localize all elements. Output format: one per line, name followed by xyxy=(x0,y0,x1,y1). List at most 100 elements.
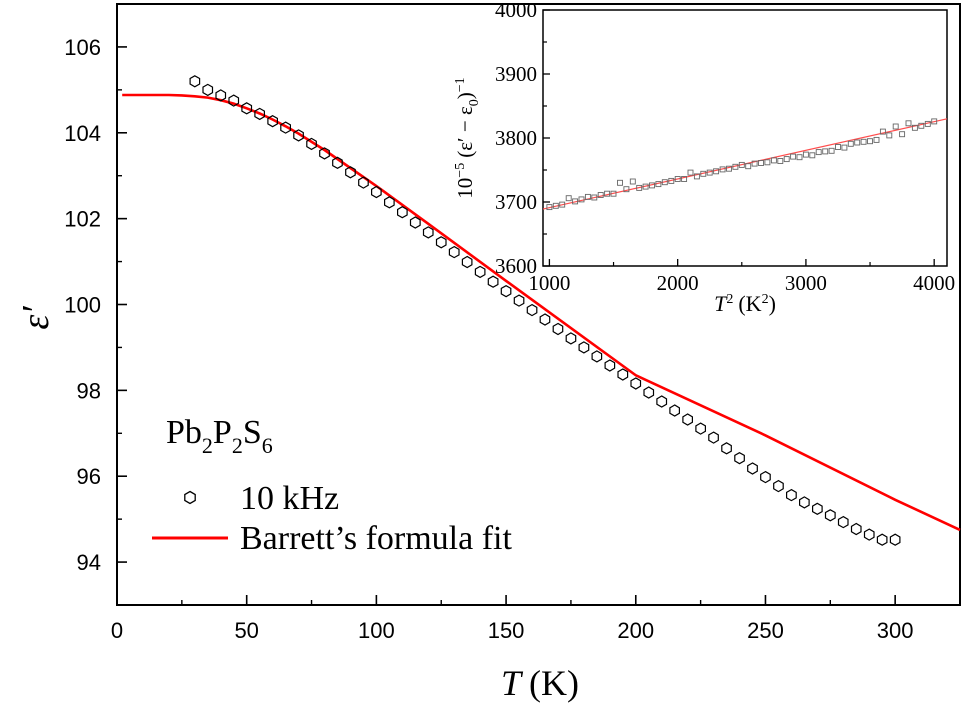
compound-annotation: Pb2P2S6 xyxy=(166,414,273,458)
inset-y-tick-label: 3900 xyxy=(495,62,537,86)
data-point xyxy=(384,196,395,209)
inset-x-axis-label: T2 (K2) xyxy=(714,291,776,316)
data-point xyxy=(254,107,265,121)
data-point xyxy=(773,479,784,493)
main-plot: 0 50 100 150 200 250 300 94 96 98 100 102 104 106 xyxy=(64,3,961,643)
inset-data-point xyxy=(770,157,777,164)
data-point xyxy=(241,102,253,115)
data-point xyxy=(435,236,447,249)
data-point xyxy=(306,137,317,151)
y-tick-label: 98 xyxy=(77,378,101,403)
inset-data-point xyxy=(584,193,591,200)
main-series xyxy=(122,75,961,546)
inset-data-point xyxy=(636,184,643,191)
data-point xyxy=(500,285,512,298)
data-point xyxy=(863,528,875,541)
data-point xyxy=(565,332,577,345)
data-point xyxy=(332,156,343,169)
inset-data-point xyxy=(674,176,681,182)
inset-data-point xyxy=(867,138,873,145)
x-tick-label: 250 xyxy=(747,618,784,643)
inset-data-point xyxy=(552,202,559,209)
inset-y-tick-label: 3800 xyxy=(495,126,537,150)
data-point xyxy=(708,431,719,444)
data-point xyxy=(889,533,901,546)
inset-data-point xyxy=(777,158,784,164)
inset-y-axis-label: 10−5(ε′ − ε0)−1 xyxy=(453,77,482,198)
inset-data-point xyxy=(649,182,655,189)
y-tick-label: 94 xyxy=(77,550,101,575)
data-point xyxy=(513,294,525,307)
data-point xyxy=(734,452,745,465)
inset-data-point xyxy=(847,140,854,147)
inset-data-point xyxy=(835,144,841,150)
inset-data-point xyxy=(629,178,636,185)
inset-plot: 1000 2000 3000 4000 3600 3700 3800 3900 4000 xyxy=(495,0,955,295)
data-point xyxy=(785,488,797,502)
inset-x-tick-label: 3000 xyxy=(785,271,827,295)
data-point xyxy=(824,509,836,522)
inset-data-point xyxy=(610,190,617,197)
data-point xyxy=(345,166,356,179)
y-tick-label: 104 xyxy=(64,121,101,146)
data-point xyxy=(280,121,291,134)
inset-y-tick-label: 3600 xyxy=(495,254,537,278)
data-point xyxy=(669,404,681,417)
inset-data-point xyxy=(879,128,886,135)
data-point xyxy=(591,350,603,363)
inset-data-point xyxy=(918,122,925,129)
inset-data-point xyxy=(931,118,938,125)
data-point xyxy=(617,368,629,381)
y-tick-label: 106 xyxy=(64,35,101,60)
data-point xyxy=(228,94,240,107)
inset-data-point xyxy=(745,163,752,170)
data-point xyxy=(604,359,616,372)
inset-data-point xyxy=(886,132,893,139)
inset-y-tick-label: 4000 xyxy=(495,0,537,22)
y-tick-label: 100 xyxy=(64,293,101,318)
inset-data-point xyxy=(815,149,822,156)
inset-data-point xyxy=(604,190,611,197)
y-tick-label: 96 xyxy=(77,464,101,489)
inset-data-point xyxy=(796,154,803,161)
x-tick-label: 0 xyxy=(111,618,123,643)
data-point xyxy=(397,206,408,219)
inset-data-point xyxy=(905,120,912,127)
data-point xyxy=(474,265,486,279)
inset-plot-background xyxy=(542,9,948,267)
data-point xyxy=(695,422,707,435)
legend: 10 kHz Barrett’s formula fit xyxy=(152,480,512,557)
inset-data-point xyxy=(738,161,745,168)
x-tick-label: 50 xyxy=(234,618,258,643)
data-point xyxy=(837,515,849,529)
inset-data-point xyxy=(623,186,630,193)
inset-data-point xyxy=(681,176,688,182)
data-point xyxy=(760,470,771,484)
inset-data-point xyxy=(783,156,790,163)
inset-data-point xyxy=(559,201,566,208)
fit-line xyxy=(122,93,961,532)
data-point xyxy=(371,185,382,199)
inset-data-point xyxy=(860,138,867,145)
data-point xyxy=(682,413,694,426)
inset-data-point xyxy=(591,194,598,201)
legend-marker-hexagon xyxy=(184,490,196,505)
data-point xyxy=(578,341,590,354)
data-point xyxy=(643,386,655,399)
inset-x-tick-label: 2000 xyxy=(657,271,699,295)
inset-data-point xyxy=(899,131,906,138)
legend-label-fit: Barrett’s formula fit xyxy=(240,520,512,557)
data-point xyxy=(539,313,551,326)
data-point xyxy=(656,395,668,408)
inset-data-point xyxy=(668,177,675,184)
data-point xyxy=(461,255,473,269)
data-point xyxy=(630,377,642,390)
inset-data-point xyxy=(719,166,726,173)
main-axis-ticks: 0 50 100 150 200 250 300 94 96 98 100 102 104 106 xyxy=(64,3,914,643)
inset-data-point xyxy=(693,173,700,180)
inset-data-point xyxy=(661,179,668,186)
inset-data-point xyxy=(790,153,797,160)
y-tick-label: 102 xyxy=(64,207,101,232)
data-point xyxy=(358,176,369,189)
